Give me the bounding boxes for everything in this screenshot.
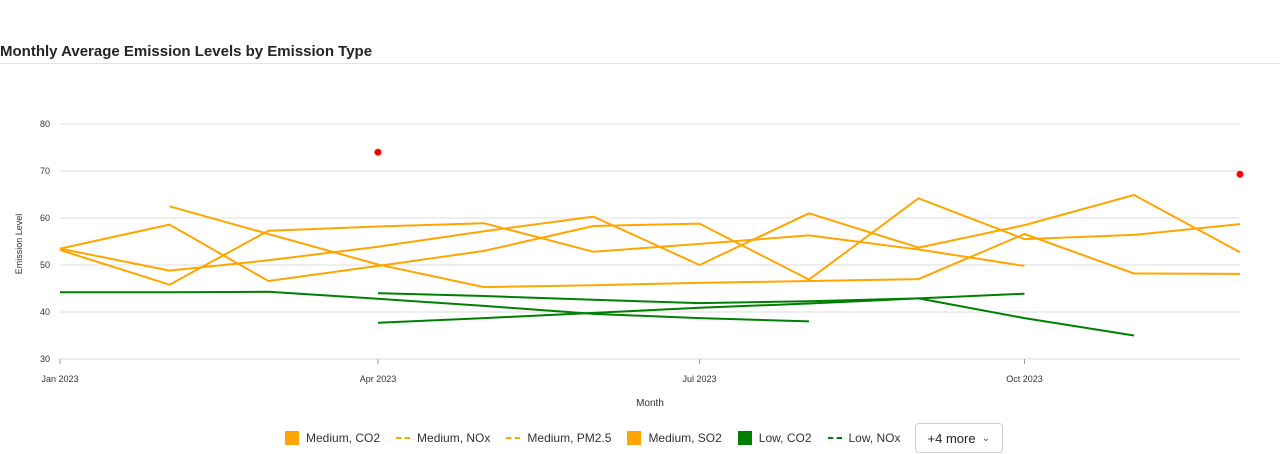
legend-label: Low, CO2 [758,431,812,445]
legend: Medium, CO2 Medium, NOx Medium, PM2.5 Mediu… [0,422,1280,454]
data-point [1236,170,1244,178]
gridlines [60,123,1240,360]
square-swatch-icon [627,431,642,445]
x-tick-label: Jan 2023 [41,374,78,384]
legend-more-button[interactable]: +4 more ⌄ [914,423,1003,453]
dashed-line-icon [506,437,521,439]
legend-item[interactable]: Medium, PM2.5 [506,431,611,445]
y-axis-label: Emission Level [14,214,24,275]
x-tick-label: Oct 2023 [1006,374,1043,384]
x-tick-label: Apr 2023 [360,374,397,384]
series-line [60,290,810,323]
x-axis-ticks: Jan 2023 Apr 2023 Jul 2023 Oct 2023 [41,359,1043,384]
dashed-line-icon [396,437,411,439]
legend-item[interactable]: Low, CO2 [737,431,812,445]
x-axis-label: Month [636,398,664,409]
legend-item[interactable]: Medium, CO2 [285,431,380,445]
legend-label: Medium, PM2.5 [527,431,612,445]
series-lines [59,148,1244,337]
legend-label: Low, NOx [848,431,901,445]
y-tick-label: 80 [40,119,50,129]
y-tick-label: 30 [40,354,50,364]
legend-more-label: +4 more [927,430,976,446]
legend-label: Medium, CO2 [306,431,381,445]
dashed-line-icon [827,437,842,439]
legend-item[interactable]: Low, NOx [827,431,901,445]
y-tick-label: 50 [40,260,50,270]
series-line [377,292,1135,337]
y-axis-ticks: 30 40 50 60 70 80 [40,119,50,364]
series-line [377,292,1025,324]
y-tick-label: 70 [40,166,50,176]
legend-item[interactable]: Medium, SO2 [627,431,722,445]
square-swatch-icon [285,431,300,445]
legend-label: Medium, SO2 [648,431,722,445]
title-divider [0,63,1280,64]
legend-item[interactable]: Medium, NOx [396,431,490,445]
line-chart: 30 40 50 60 70 80 Jan 2023 Apr 2023 Jul 2023 Oct… [14,119,1244,409]
square-swatch-icon [737,431,752,445]
legend-label: Medium, NOx [417,431,491,445]
chart-title: Monthly Average Emission Levels by Emiss… [0,43,373,60]
series-line [169,205,1241,289]
series-line [59,197,1241,282]
y-tick-label: 60 [40,213,50,223]
series-line [59,222,1025,286]
y-tick-label: 40 [40,307,50,317]
chevron-down-icon: ⌄ [981,432,990,444]
x-tick-label: Jul 2023 [682,374,716,384]
series-line [59,194,1241,272]
data-point [374,148,382,156]
